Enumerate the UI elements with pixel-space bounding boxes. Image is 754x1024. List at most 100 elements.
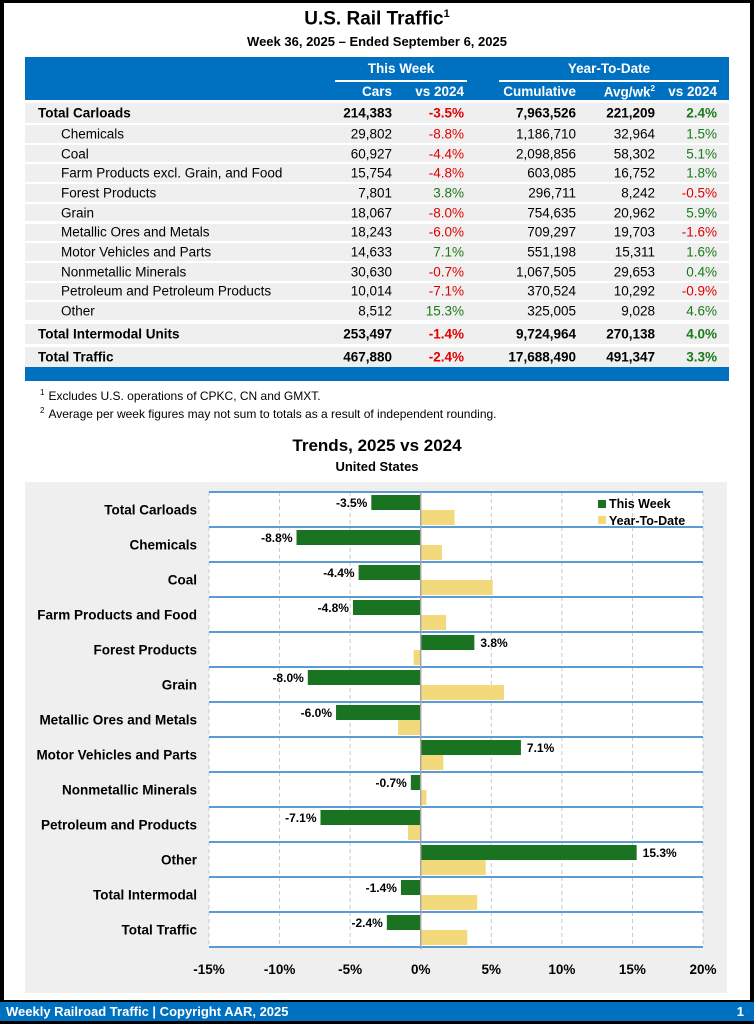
table-row: Metallic Ores and Metals 18,243 -6.0% 709,2… — [25, 223, 729, 242]
bar-ytd — [420, 860, 486, 875]
x-tick-label: 0% — [411, 962, 431, 977]
category-label: Total Carloads — [104, 503, 197, 518]
category-label: Chemicals — [129, 538, 197, 553]
cell-cars: 18,067 — [350, 205, 392, 221]
col-ytd-vs: vs 2024 — [668, 84, 717, 99]
cell-cars: 214,383 — [343, 105, 392, 121]
cell-ytd-vs: 1.5% — [686, 126, 717, 142]
row-label: Forest Products — [61, 185, 157, 201]
cell-cumulative: 9,724,964 — [515, 326, 576, 342]
bar-ytd — [420, 685, 504, 700]
cell-cars: 14,633 — [350, 244, 392, 260]
category-label: Farm Products and Food — [37, 608, 197, 623]
cell-cumulative: 325,005 — [527, 303, 576, 319]
table-row: Nonmetallic Minerals 30,630 -0.7% 1,067,505… — [25, 262, 729, 281]
cell-cars: 467,880 — [343, 349, 392, 365]
cell-cumulative: 296,711 — [528, 185, 576, 201]
row-label: Chemicals — [61, 126, 125, 142]
cell-tw-vs: -7.1% — [428, 283, 464, 299]
data-label-this-week: -2.4% — [351, 916, 383, 930]
table-row: Chemicals 29,802 -8.8% 1,186,710 32,964 1.5% — [25, 125, 729, 143]
row-label: Motor Vehicles and Parts — [61, 244, 212, 260]
row-label: Farm Products excl. Grain, and Food — [61, 165, 283, 181]
group-rule — [499, 80, 719, 82]
data-label-this-week: 7.1% — [527, 741, 555, 755]
report-page: U.S. Rail Traffic1 Week 36, 2025 – Ended… — [4, 3, 750, 1000]
x-tick-label: -5% — [338, 962, 362, 977]
cell-ytd-vs: 0.4% — [686, 264, 717, 280]
cell-cumulative: 370,524 — [527, 283, 576, 299]
bar-this-week — [352, 600, 421, 615]
table-header: This Week Year-To-Date Cars vs 2024 Cumu… — [25, 57, 729, 100]
legend-swatch-ytd — [598, 516, 606, 524]
page-number: 1 — [736, 1004, 744, 1019]
cell-ytd-vs: 2.4% — [686, 105, 717, 121]
bar-ytd — [420, 930, 468, 945]
bar-this-week — [420, 740, 521, 755]
cell-cumulative: 709,297 — [527, 224, 576, 240]
bar-ytd — [398, 720, 421, 735]
cell-tw-vs: -0.7% — [428, 264, 464, 280]
cell-cumulative: 7,963,526 — [515, 105, 576, 121]
bar-this-week — [420, 845, 637, 860]
row-label: Petroleum and Petroleum Products — [61, 283, 272, 299]
cell-avg: 10,292 — [613, 283, 655, 299]
cell-ytd-vs: 4.6% — [686, 303, 717, 319]
bar-ytd — [420, 790, 427, 805]
bar-ytd — [420, 895, 478, 910]
x-tick-label: 10% — [548, 962, 575, 977]
cell-tw-vs: -3.5% — [428, 105, 464, 121]
bar-this-week — [336, 705, 421, 720]
col-avg: Avg/wk2 — [603, 84, 655, 100]
data-label-this-week: -3.5% — [336, 496, 368, 510]
table-row: Total Traffic 467,880 -2.4% 17,688,490 491,3… — [25, 347, 729, 367]
row-label: Metallic Ores and Metals — [61, 224, 210, 240]
group-rule — [335, 80, 467, 82]
bar-ytd — [413, 650, 421, 665]
x-tick-label: -10% — [264, 962, 296, 977]
bar-ytd — [420, 510, 455, 525]
category-label: Total Traffic — [121, 923, 197, 938]
cell-avg: 9,028 — [621, 303, 655, 319]
cell-cars: 18,243 — [350, 224, 392, 240]
cell-tw-vs: 7.1% — [433, 244, 464, 260]
bar-this-week — [386, 915, 421, 930]
bar-this-week — [371, 495, 421, 510]
bar-this-week — [400, 880, 421, 895]
x-tick-label: 20% — [689, 962, 716, 977]
category-label: Grain — [162, 678, 197, 693]
cell-cumulative: 17,688,490 — [508, 349, 576, 365]
cell-avg: 58,302 — [613, 146, 655, 162]
cell-cars: 30,630 — [350, 264, 392, 280]
cell-ytd-vs: 5.9% — [686, 205, 717, 221]
cell-avg: 32,964 — [613, 126, 655, 142]
cell-avg: 491,347 — [606, 349, 655, 365]
category-label: Petroleum and Products — [41, 818, 197, 833]
data-label-this-week: -1.4% — [366, 881, 398, 895]
x-tick-label: 5% — [482, 962, 502, 977]
cell-ytd-vs: -0.9% — [681, 283, 717, 299]
cell-cumulative: 1,186,710 — [515, 126, 576, 142]
cell-tw-vs: -4.4% — [428, 146, 464, 162]
table-row: Coal 60,927 -4.4% 2,098,856 58,302 5.1% — [25, 144, 729, 163]
cell-cars: 60,927 — [350, 146, 392, 162]
page-footer: Weekly Railroad Traffic | Copyright AAR,… — [0, 1002, 754, 1021]
chart-title: Trends, 2025 vs 2024 — [292, 436, 462, 455]
bar-this-week — [420, 635, 475, 650]
chart-panel: -15% -10% -5% 5% 10% 15% 20% 0% Total Carloads -3… — [25, 482, 727, 993]
table-footer-bar — [25, 367, 729, 381]
cell-avg: 19,703 — [613, 224, 655, 240]
cell-cumulative: 754,635 — [527, 205, 576, 221]
chart-subtitle: United States — [335, 459, 419, 474]
data-label-this-week: -6.0% — [301, 706, 333, 720]
cell-avg: 29,653 — [613, 264, 655, 280]
col-cumulative: Cumulative — [503, 84, 576, 99]
cell-cars: 29,802 — [350, 126, 392, 142]
category-label: Other — [161, 853, 198, 868]
cell-avg: 8,242 — [621, 185, 655, 201]
legend-swatch-this-week — [598, 500, 606, 508]
data-label-this-week: -0.7% — [375, 776, 407, 790]
group-this-week: This Week — [367, 61, 435, 76]
bar-this-week — [358, 565, 421, 580]
page-subtitle: Week 36, 2025 – Ended September 6, 2025 — [247, 34, 507, 49]
